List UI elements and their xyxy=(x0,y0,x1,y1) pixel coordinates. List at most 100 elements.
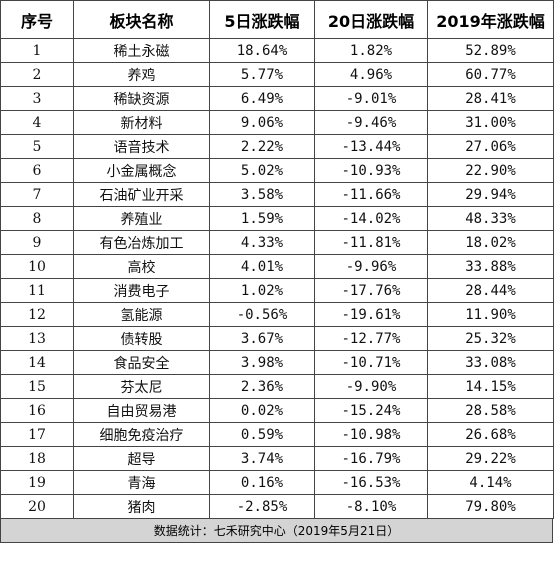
change-2019: 48.33% xyxy=(427,206,554,231)
table-row: 19 青海 0.16% -16.53% 4.14% xyxy=(0,470,554,495)
table-body: 1 稀土永磁 18.64% 1.82% 52.89% 2 养鸡 5.77% 4.96% 60.77… xyxy=(0,38,554,519)
row-index: 17 xyxy=(0,422,74,447)
change-5day: 3.74% xyxy=(209,446,315,471)
change-2019: 52.89% xyxy=(427,38,554,63)
row-index: 19 xyxy=(0,470,74,495)
change-5day: 0.02% xyxy=(209,398,315,423)
change-20day: 4.96% xyxy=(314,62,428,87)
change-5day: 0.59% xyxy=(209,422,315,447)
change-20day: -11.66% xyxy=(314,182,428,207)
row-index: 3 xyxy=(0,86,74,111)
table-row: 8 养殖业 1.59% -14.02% 48.33% xyxy=(0,206,554,231)
change-2019: 26.68% xyxy=(427,422,554,447)
sector-name: 债转股 xyxy=(73,326,210,351)
change-20day: -10.93% xyxy=(314,158,428,183)
change-2019: 25.32% xyxy=(427,326,554,351)
change-20day: -10.98% xyxy=(314,422,428,447)
row-index: 14 xyxy=(0,350,74,375)
change-20day: -13.44% xyxy=(314,134,428,159)
change-2019: 33.08% xyxy=(427,350,554,375)
change-20day: -8.10% xyxy=(314,494,428,519)
table-row: 10 高校 4.01% -9.96% 33.88% xyxy=(0,254,554,279)
sector-name: 消费电子 xyxy=(73,278,210,303)
header-row: 序号 板块名称 5日涨跌幅 20日涨跌幅 2019年涨跌幅 xyxy=(0,0,554,39)
row-index: 20 xyxy=(0,494,74,519)
sector-name: 稀土永磁 xyxy=(73,38,210,63)
change-5day: -0.56% xyxy=(209,302,315,327)
sector-table: 序号 板块名称 5日涨跌幅 20日涨跌幅 2019年涨跌幅 1 稀土永磁 18.64… xyxy=(0,0,554,519)
row-index: 9 xyxy=(0,230,74,255)
change-5day: 3.67% xyxy=(209,326,315,351)
change-2019: 28.44% xyxy=(427,278,554,303)
table-row: 5 语音技术 2.22% -13.44% 27.06% xyxy=(0,134,554,159)
change-5day: 9.06% xyxy=(209,110,315,135)
change-20day: 1.82% xyxy=(314,38,428,63)
change-2019: 28.58% xyxy=(427,398,554,423)
change-20day: -11.81% xyxy=(314,230,428,255)
table-row: 1 稀土永磁 18.64% 1.82% 52.89% xyxy=(0,38,554,63)
change-2019: 27.06% xyxy=(427,134,554,159)
table-row: 14 食品安全 3.98% -10.71% 33.08% xyxy=(0,350,554,375)
sector-name: 语音技术 xyxy=(73,134,210,159)
change-20day: -12.77% xyxy=(314,326,428,351)
sector-name: 超导 xyxy=(73,446,210,471)
table-row: 2 养鸡 5.77% 4.96% 60.77% xyxy=(0,62,554,87)
change-5day: 3.58% xyxy=(209,182,315,207)
sector-name: 食品安全 xyxy=(73,350,210,375)
row-index: 18 xyxy=(0,446,74,471)
table-row: 15 芬太尼 2.36% -9.90% 14.15% xyxy=(0,374,554,399)
change-5day: 0.16% xyxy=(209,470,315,495)
row-index: 16 xyxy=(0,398,74,423)
sector-name: 小金属概念 xyxy=(73,158,210,183)
table-row: 17 细胞免疫治疗 0.59% -10.98% 26.68% xyxy=(0,422,554,447)
change-20day: -10.71% xyxy=(314,350,428,375)
change-5day: 6.49% xyxy=(209,86,315,111)
table-row: 16 自由贸易港 0.02% -15.24% 28.58% xyxy=(0,398,554,423)
header-index: 序号 xyxy=(0,0,74,39)
sector-name: 稀缺资源 xyxy=(73,86,210,111)
table-header: 序号 板块名称 5日涨跌幅 20日涨跌幅 2019年涨跌幅 xyxy=(0,0,554,39)
table-row: 3 稀缺资源 6.49% -9.01% 28.41% xyxy=(0,86,554,111)
sector-name: 芬太尼 xyxy=(73,374,210,399)
sector-name: 细胞免疫治疗 xyxy=(73,422,210,447)
change-2019: 31.00% xyxy=(427,110,554,135)
change-20day: -16.53% xyxy=(314,470,428,495)
change-2019: 29.22% xyxy=(427,446,554,471)
row-index: 4 xyxy=(0,110,74,135)
table-row: 6 小金属概念 5.02% -10.93% 22.90% xyxy=(0,158,554,183)
row-index: 13 xyxy=(0,326,74,351)
header-5day-change: 5日涨跌幅 xyxy=(209,0,315,39)
table-row: 4 新材料 9.06% -9.46% 31.00% xyxy=(0,110,554,135)
row-index: 11 xyxy=(0,278,74,303)
change-5day: 2.22% xyxy=(209,134,315,159)
row-index: 2 xyxy=(0,62,74,87)
change-5day: 1.59% xyxy=(209,206,315,231)
header-sector-name: 板块名称 xyxy=(73,0,210,39)
change-20day: -16.79% xyxy=(314,446,428,471)
sector-name: 养鸡 xyxy=(73,62,210,87)
row-index: 10 xyxy=(0,254,74,279)
change-5day: 4.01% xyxy=(209,254,315,279)
table-row: 12 氢能源 -0.56% -19.61% 11.90% xyxy=(0,302,554,327)
change-2019: 60.77% xyxy=(427,62,554,87)
change-20day: -9.46% xyxy=(314,110,428,135)
table-row: 9 有色冶炼加工 4.33% -11.81% 18.02% xyxy=(0,230,554,255)
table-row: 18 超导 3.74% -16.79% 29.22% xyxy=(0,446,554,471)
change-2019: 14.15% xyxy=(427,374,554,399)
change-5day: 5.02% xyxy=(209,158,315,183)
sector-name: 青海 xyxy=(73,470,210,495)
row-index: 6 xyxy=(0,158,74,183)
row-index: 12 xyxy=(0,302,74,327)
change-20day: -14.02% xyxy=(314,206,428,231)
change-5day: 5.77% xyxy=(209,62,315,87)
change-2019: 33.88% xyxy=(427,254,554,279)
sector-name: 有色冶炼加工 xyxy=(73,230,210,255)
sector-name: 高校 xyxy=(73,254,210,279)
change-20day: -17.76% xyxy=(314,278,428,303)
change-2019: 28.41% xyxy=(427,86,554,111)
table-row: 7 石油矿业开采 3.58% -11.66% 29.94% xyxy=(0,182,554,207)
header-20day-change: 20日涨跌幅 xyxy=(314,0,428,39)
change-5day: -2.85% xyxy=(209,494,315,519)
sector-name: 自由贸易港 xyxy=(73,398,210,423)
change-20day: -9.90% xyxy=(314,374,428,399)
